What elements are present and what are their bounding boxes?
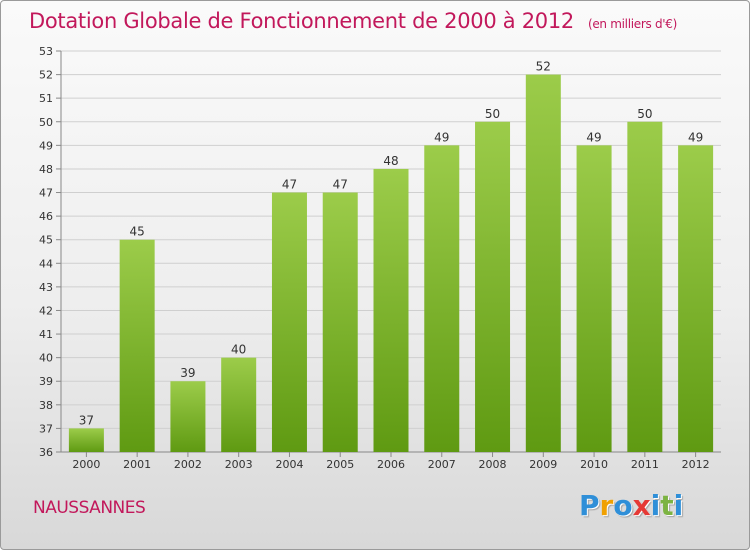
y-tick-label: 38	[39, 399, 53, 412]
bar-2004	[271, 192, 307, 452]
bar-2003	[221, 357, 257, 452]
logo-letter: i	[650, 489, 661, 522]
y-tick-label: 40	[39, 352, 53, 365]
bar-2012	[678, 145, 714, 452]
x-tick-label: 2007	[428, 458, 456, 471]
y-tick-label: 42	[39, 304, 53, 317]
logo-letter: i	[673, 489, 684, 522]
x-tick-label: 2004	[275, 458, 303, 471]
data-label-2000: 37	[79, 413, 94, 427]
bars	[68, 74, 714, 453]
y-tick-label: 53	[39, 45, 53, 58]
x-tick-label: 2000	[72, 458, 100, 471]
y-tick-label: 43	[39, 281, 53, 294]
data-label-2002: 39	[180, 366, 195, 380]
bar-2009	[525, 74, 561, 453]
data-label-2012: 49	[688, 130, 703, 144]
y-tick-label: 41	[39, 328, 53, 341]
x-tick-label: 2009	[529, 458, 557, 471]
x-tick-label: 2006	[377, 458, 405, 471]
data-label-2009: 52	[536, 60, 551, 74]
commune-name: NAUSSANNES	[33, 498, 146, 518]
bar-2005	[322, 192, 358, 452]
logo-letter: o	[613, 489, 633, 522]
y-tick-label: 45	[39, 234, 53, 247]
chart-title: Dotation Globale de Fonctionnement de 20…	[29, 9, 677, 33]
data-label-2005: 47	[333, 178, 348, 192]
data-label-2006: 48	[383, 154, 398, 168]
chart-title-text: Dotation Globale de Fonctionnement de 20…	[29, 9, 574, 33]
bar-2006	[373, 168, 409, 453]
bar-2010	[576, 145, 612, 452]
y-tick-label: 39	[39, 375, 53, 388]
data-label-2003: 40	[231, 343, 246, 357]
logo-letter: P	[579, 489, 600, 522]
bar-2011	[627, 121, 663, 452]
x-tick-label: 2008	[479, 458, 507, 471]
x-tick-label: 2003	[225, 458, 253, 471]
y-tick-label: 37	[39, 422, 53, 435]
bar-2001	[119, 239, 155, 452]
logo-letter: x	[632, 489, 651, 522]
logo-letter: r	[599, 489, 614, 522]
data-label-2007: 49	[434, 130, 449, 144]
bar-2002	[170, 381, 206, 452]
y-tick-label: 51	[39, 92, 53, 105]
y-tick-label: 46	[39, 210, 53, 223]
x-tick-label: 2005	[326, 458, 354, 471]
bar-2000	[68, 428, 104, 452]
x-tick-label: 2010	[580, 458, 608, 471]
x-tick-label: 2001	[123, 458, 151, 471]
chart-subtitle: (en milliers d'€)	[587, 17, 677, 31]
y-tick-label: 50	[39, 116, 53, 129]
data-label-2001: 45	[130, 225, 145, 239]
data-label-2004: 47	[282, 178, 297, 192]
y-tick-label: 48	[39, 163, 53, 176]
x-tick-label: 2012	[682, 458, 710, 471]
y-tick-label: 49	[39, 139, 53, 152]
y-tick-label: 47	[39, 187, 53, 200]
y-tick-label: 36	[39, 446, 53, 459]
logo-letter: t	[660, 489, 674, 522]
data-labels: 37 45 39 40 47 47 48 49 50 52 49 50 49	[79, 60, 704, 428]
x-tick-label: 2011	[631, 458, 659, 471]
data-label-2008: 50	[485, 107, 500, 121]
y-tick-label: 52	[39, 69, 53, 82]
x-tick-label: 2002	[174, 458, 202, 471]
data-label-2010: 49	[586, 130, 601, 144]
bar-2008	[475, 121, 511, 452]
y-tick-label: 44	[39, 257, 53, 270]
bar-2007	[424, 145, 460, 452]
proxiti-logo[interactable]: Proxiti	[579, 489, 683, 522]
data-label-2011: 50	[637, 107, 652, 121]
